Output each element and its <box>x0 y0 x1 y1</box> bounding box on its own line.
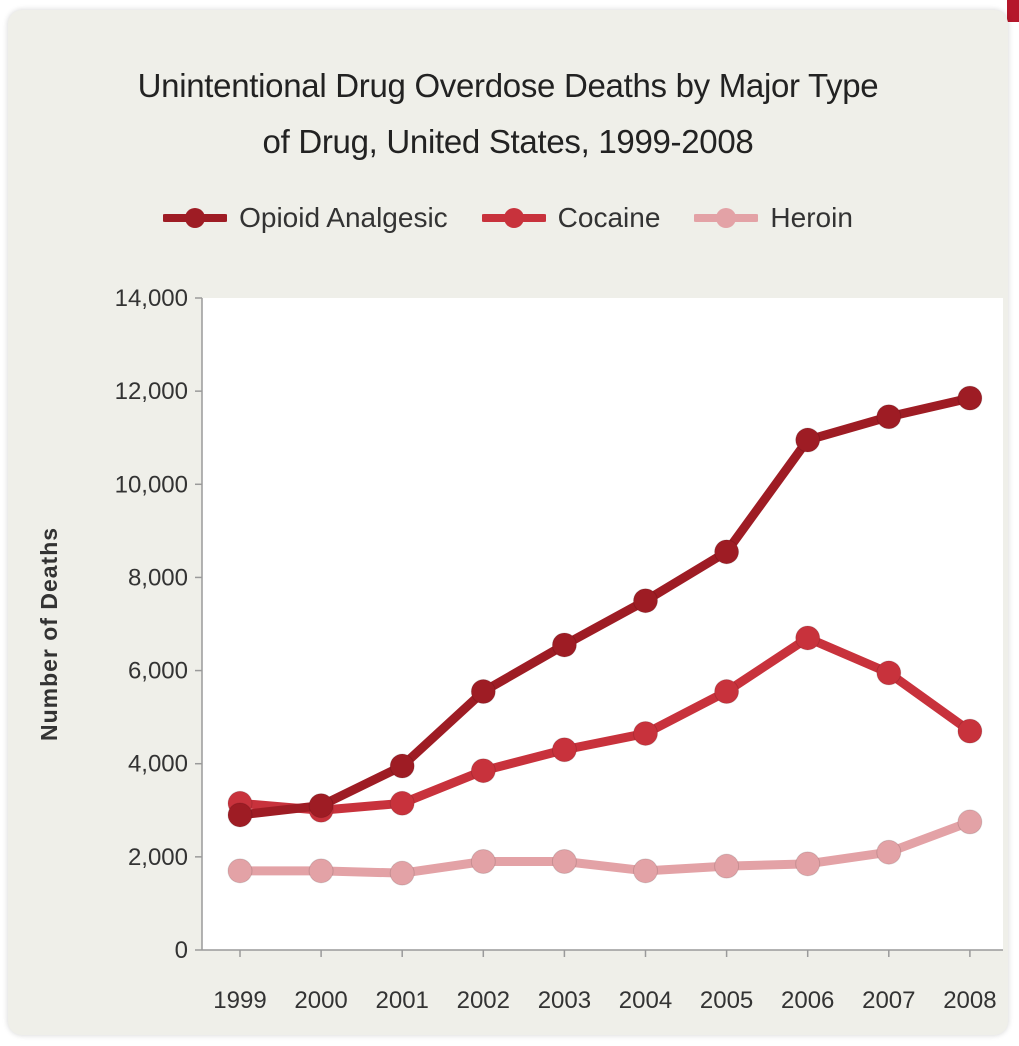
chart-title-line-1: Unintentional Drug Overdose Deaths by Ma… <box>137 67 879 104</box>
x-tick-label: 2007 <box>862 987 915 1014</box>
data-point-heroin <box>470 849 496 875</box>
data-point-opioid-analgesic <box>795 427 821 453</box>
x-tick-label: 2000 <box>294 987 347 1014</box>
chart-legend: Opioid Analgesic Cocaine Heroin <box>8 202 1008 234</box>
data-point-heroin <box>308 858 334 884</box>
corner-accent-mark <box>1007 0 1019 22</box>
data-point-opioid-analgesic <box>227 802 253 828</box>
data-point-heroin <box>633 858 658 884</box>
data-point-opioid-analgesic <box>633 588 658 614</box>
data-point-opioid-analgesic <box>714 539 740 565</box>
data-point-heroin <box>714 853 740 879</box>
data-point-heroin <box>957 809 983 835</box>
data-point-cocaine <box>633 720 658 746</box>
data-point-opioid-analgesic <box>957 385 983 411</box>
legend-swatch-heroin <box>694 208 759 228</box>
data-point-cocaine <box>795 625 821 651</box>
y-axis-title: Number of Deaths <box>36 527 62 741</box>
series-line-cocaine <box>235 633 975 815</box>
legend-swatch-opioid-analgesic <box>163 208 228 228</box>
chart-title: Unintentional Drug Overdose Deaths by Ma… <box>8 58 1008 170</box>
y-tick-label: 6,000 <box>128 658 188 685</box>
data-point-heroin <box>795 851 821 877</box>
x-tick-label: 1999 <box>213 987 266 1014</box>
x-axis-ticks: 1999 2000 2001 2002 2003 2004 2005 2006 2007 2008 <box>213 950 997 1014</box>
data-point-opioid-analgesic <box>389 753 415 779</box>
x-tick-label: 2004 <box>619 987 672 1014</box>
data-point-cocaine <box>876 660 902 686</box>
y-tick-label: 10,000 <box>115 471 188 498</box>
data-point-cocaine <box>957 718 983 744</box>
data-point-opioid-analgesic <box>470 679 496 705</box>
series-layer <box>227 385 983 886</box>
chart-title-line-2: of Drug, United States, 1999-2008 <box>262 123 754 160</box>
x-tick-label: 2005 <box>700 987 753 1014</box>
data-point-cocaine <box>714 679 740 705</box>
data-point-heroin <box>389 860 415 886</box>
series-line-opioid-analgesic <box>235 393 975 820</box>
data-point-opioid-analgesic <box>551 632 577 658</box>
y-tick-label: 14,000 <box>115 285 188 312</box>
series-opioid-analgesic <box>227 385 983 828</box>
y-axis-ticks: 0 2,000 4,000 6,000 8,000 10,000 12,000 14,000 <box>115 285 202 964</box>
legend-label-heroin: Heroin <box>770 202 853 233</box>
y-tick-label: 4,000 <box>128 751 188 778</box>
legend-swatch-cocaine <box>481 208 546 228</box>
data-point-cocaine <box>389 790 415 816</box>
data-point-heroin <box>227 858 253 884</box>
data-point-cocaine <box>470 758 496 784</box>
data-point-opioid-analgesic <box>876 404 902 430</box>
x-tick-label: 2008 <box>943 987 996 1014</box>
legend-item-heroin: Heroin <box>694 202 853 234</box>
data-point-opioid-analgesic <box>308 793 334 819</box>
legend-label-opioid-analgesic: Opioid Analgesic <box>239 202 448 233</box>
data-point-heroin <box>551 849 577 875</box>
series-line-heroin <box>235 817 975 878</box>
axes <box>201 298 1003 951</box>
legend-item-cocaine: Cocaine <box>481 202 661 234</box>
data-point-heroin <box>876 839 902 865</box>
legend-label-cocaine: Cocaine <box>557 202 661 233</box>
x-tick-label: 2003 <box>538 987 591 1014</box>
y-tick-label: 12,000 <box>115 378 188 405</box>
y-tick-label: 2,000 <box>128 844 188 871</box>
x-tick-label: 2002 <box>457 987 510 1014</box>
y-tick-label: 8,000 <box>128 564 188 591</box>
y-tick-label: 0 <box>175 937 188 964</box>
series-heroin <box>227 809 983 886</box>
x-tick-label: 2001 <box>376 987 429 1014</box>
x-tick-label: 2006 <box>781 987 834 1014</box>
data-point-cocaine <box>551 737 577 763</box>
legend-item-opioid-analgesic: Opioid Analgesic <box>163 202 448 234</box>
